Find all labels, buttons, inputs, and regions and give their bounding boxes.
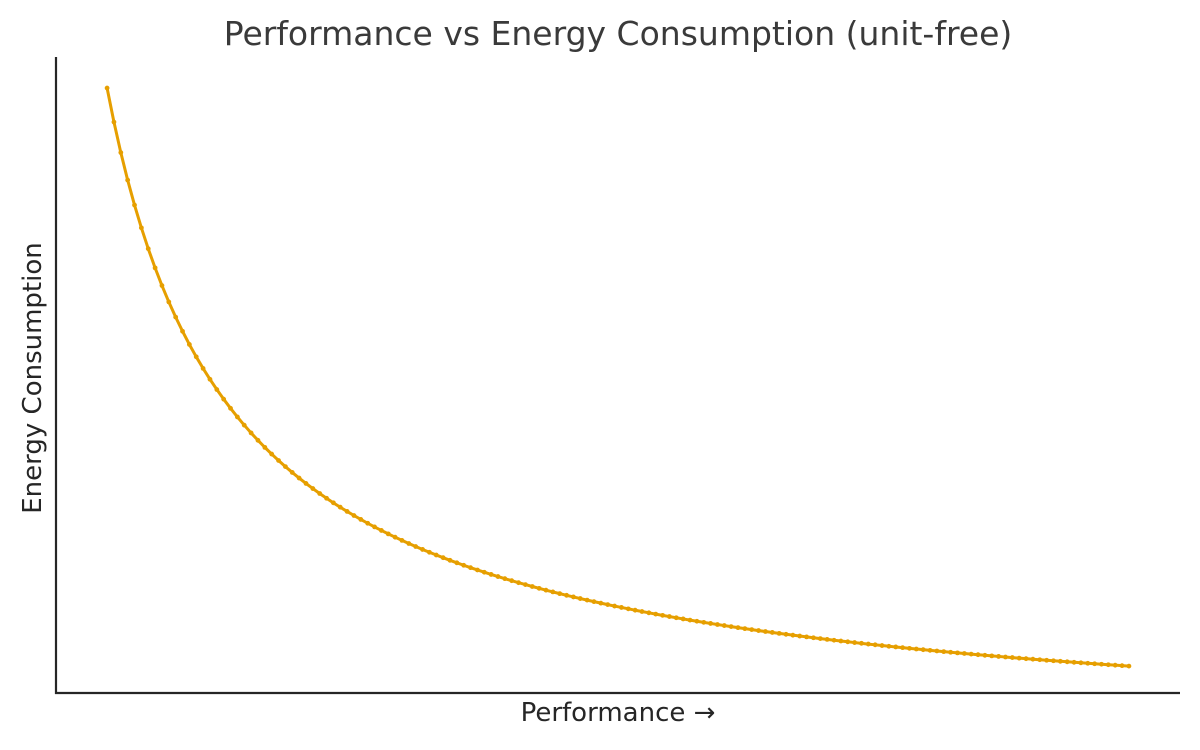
y-axis-label: Energy Consumption xyxy=(18,242,48,514)
curve-markers xyxy=(104,85,1132,669)
chart-title: Performance vs Energy Consumption (unit-… xyxy=(223,14,1013,53)
x-axis-label: Performance → xyxy=(520,698,716,728)
energy-performance-curve xyxy=(105,86,1131,668)
